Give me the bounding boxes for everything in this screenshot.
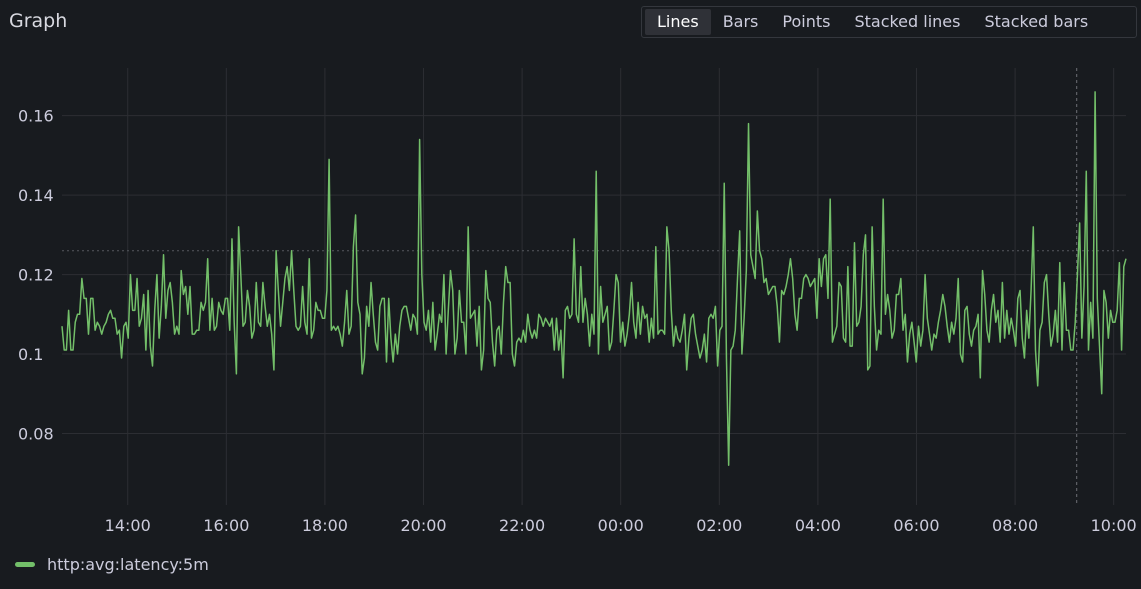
x-tick-label: 00:00 (598, 516, 644, 535)
x-tick-label: 04:00 (795, 516, 841, 535)
x-tick-label: 14:00 (105, 516, 151, 535)
y-tick-label: 0.14 (18, 186, 54, 205)
x-tick-label: 02:00 (696, 516, 742, 535)
mode-stacked-bars-button[interactable]: Stacked bars (984, 12, 1089, 31)
y-tick-label: 0.1 (18, 345, 43, 364)
mode-points-button[interactable]: Points (782, 12, 831, 31)
y-tick-label: 0.12 (18, 266, 54, 285)
time-series-chart[interactable]: 0.08 0.1 0.12 0.14 0.16 14:00 16:00 18:00 20:00 2… (0, 0, 1141, 545)
x-tick-label: 06:00 (893, 516, 939, 535)
display-mode-radio-group: Lines Bars Points Stacked lines Stacked … (641, 6, 1137, 38)
x-tick-label: 22:00 (499, 516, 545, 535)
x-tick-label: 18:00 (302, 516, 348, 535)
legend: http:avg:latency:5m (15, 553, 209, 575)
x-tick-label: 20:00 (400, 516, 446, 535)
y-tick-label: 0.08 (18, 424, 54, 443)
series-line-http-avg-latency (61, 91, 1127, 467)
mode-bars-button[interactable]: Bars (722, 12, 759, 31)
panel-title: Graph (9, 10, 68, 32)
legend-series-label[interactable]: http:avg:latency:5m (47, 554, 209, 574)
legend-color-swatch (15, 561, 35, 567)
mode-stacked-lines-button[interactable]: Stacked lines (854, 12, 961, 31)
x-tick-label: 10:00 (1091, 516, 1137, 535)
y-tick-label: 0.16 (18, 107, 54, 126)
x-tick-label: 16:00 (203, 516, 249, 535)
mode-lines-button[interactable]: Lines (645, 9, 711, 35)
x-tick-label: 08:00 (992, 516, 1038, 535)
